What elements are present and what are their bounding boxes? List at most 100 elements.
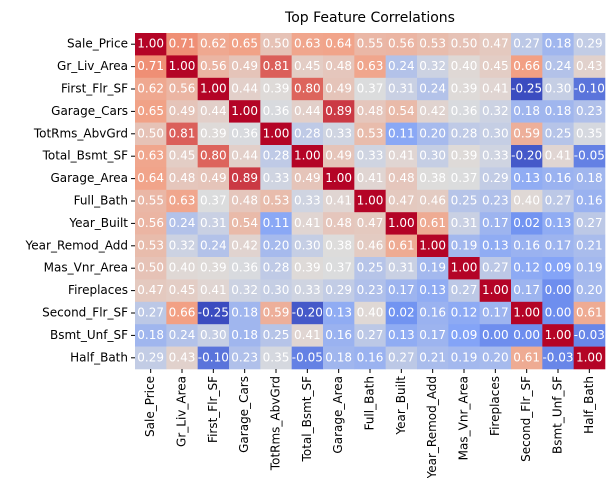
heatmap-cell (573, 279, 606, 303)
heatmap-cell (448, 301, 480, 325)
cell-label: 0.21 (419, 350, 446, 364)
cell-label: 0.65 (231, 37, 258, 51)
heatmap-cell (573, 55, 606, 79)
heatmap-cell (573, 33, 606, 56)
heatmap-cell (354, 122, 386, 146)
cell-label: 0.46 (357, 238, 384, 252)
cell-label: -0.05 (292, 350, 323, 364)
cell-label: 0.39 (294, 261, 321, 275)
heatmap-cell (511, 324, 543, 347)
cell-label: 0.24 (419, 82, 446, 96)
x-tick-label: Full_Bath (363, 376, 377, 430)
cell-label: 0.50 (137, 126, 164, 140)
cell-label: 0.49 (294, 171, 321, 185)
cell-label: 0.38 (325, 238, 352, 252)
cell-label: 0.18 (325, 350, 352, 364)
cell-label: -0.03 (574, 328, 605, 342)
cell-label: 0.29 (137, 350, 164, 364)
cell-label: 0.63 (169, 194, 196, 208)
y-tick-label: First_Flr_SF (61, 82, 128, 96)
heatmap-cell (166, 189, 198, 213)
heatmap-cell (417, 257, 449, 280)
heatmap-cell (448, 122, 480, 146)
cell-label: 0.13 (388, 328, 415, 342)
cell-label: 0.02 (388, 306, 415, 320)
heatmap-cell (135, 55, 167, 79)
cell-label: 0.65 (137, 104, 164, 118)
cell-label: 0.16 (545, 171, 572, 185)
heatmap-cell (197, 279, 230, 303)
cell-label: 0.00 (545, 283, 572, 297)
heatmap-cell (385, 167, 418, 191)
cell-label: 0.41 (200, 283, 227, 297)
cell-label: 0.25 (451, 194, 478, 208)
heatmap-cell (354, 234, 386, 258)
cell-label: 0.23 (357, 283, 384, 297)
heatmap-cell (197, 212, 230, 235)
heatmap-cell (323, 301, 355, 325)
cell-label: 0.47 (482, 37, 509, 51)
heatmap-cell (448, 212, 480, 235)
cell-label: 0.61 (513, 350, 540, 364)
cell-label: 0.59 (263, 306, 290, 320)
cell-label: 0.47 (357, 216, 384, 230)
cell-label: 0.47 (388, 194, 415, 208)
cell-label: 0.36 (231, 261, 258, 275)
heatmap-cell (479, 212, 512, 235)
cell-label: -0.20 (292, 306, 323, 320)
cell-label: 0.41 (294, 216, 321, 230)
cell-label: 0.20 (263, 238, 290, 252)
x-tick-label: Second_Flr_SF (519, 376, 533, 462)
heatmap-cell (229, 189, 261, 213)
heatmap-cell (417, 301, 449, 325)
heatmap-cell (573, 77, 606, 101)
heatmap-cell (354, 33, 386, 56)
cell-label: 0.40 (357, 306, 384, 320)
heatmap-cell (323, 77, 355, 101)
cell-label: 0.46 (419, 194, 446, 208)
cell-label: 0.61 (576, 306, 603, 320)
heatmap-cell (511, 77, 543, 101)
cell-label: 0.30 (200, 328, 227, 342)
cell-label: 0.09 (451, 328, 478, 342)
heatmap-cell (229, 145, 261, 168)
cell-label: 0.31 (388, 261, 415, 275)
heatmap-cell (166, 324, 198, 347)
cell-label: 0.32 (419, 59, 446, 73)
heatmap-cell (573, 212, 606, 235)
x-tick-label: Garage_Cars (237, 376, 251, 453)
cell-label: 0.56 (169, 82, 196, 96)
y-tick-label: Year_Built (68, 216, 128, 230)
heatmap-cell (385, 189, 418, 213)
heatmap-cell (260, 301, 292, 325)
cell-label: 0.35 (263, 350, 290, 364)
heatmap-cell (573, 100, 606, 123)
cell-label: 0.80 (294, 82, 321, 96)
cell-label: 0.33 (357, 149, 384, 163)
chart-title: Top Feature Correlations (284, 10, 455, 26)
cell-label: -0.10 (574, 82, 605, 96)
cell-label: 0.48 (231, 194, 258, 208)
cell-label: 0.49 (325, 82, 352, 96)
heatmap-cell (511, 346, 543, 370)
cell-label: 0.19 (451, 238, 478, 252)
cell-label: 0.12 (513, 261, 540, 275)
cell-label: 0.25 (357, 261, 384, 275)
cell-label: 0.63 (137, 149, 164, 163)
cell-label: 0.53 (357, 126, 384, 140)
heatmap-cell (479, 100, 512, 123)
x-tick-label: Half_Bath (582, 376, 596, 434)
cell-label: 0.18 (545, 37, 572, 51)
heatmap-cell (135, 212, 167, 235)
cell-label: 0.31 (388, 82, 415, 96)
heatmap-cell (166, 122, 198, 146)
x-tick-label: First_Flr_SF (206, 376, 220, 443)
cell-label: 0.32 (482, 104, 509, 118)
y-tick-label: Bsmt_Unf_SF (50, 328, 128, 342)
cell-label: 0.41 (545, 149, 572, 163)
heatmap-cell (479, 145, 512, 168)
cell-label: 0.45 (294, 59, 321, 73)
cell-label: 0.53 (137, 238, 164, 252)
cell-label: 0.53 (419, 37, 446, 51)
cell-label: 0.41 (388, 149, 415, 163)
